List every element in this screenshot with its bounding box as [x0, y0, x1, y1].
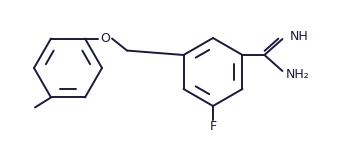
- Text: F: F: [209, 120, 217, 132]
- Text: O: O: [100, 32, 110, 45]
- Text: NH: NH: [290, 30, 308, 42]
- Text: NH₂: NH₂: [285, 68, 309, 81]
